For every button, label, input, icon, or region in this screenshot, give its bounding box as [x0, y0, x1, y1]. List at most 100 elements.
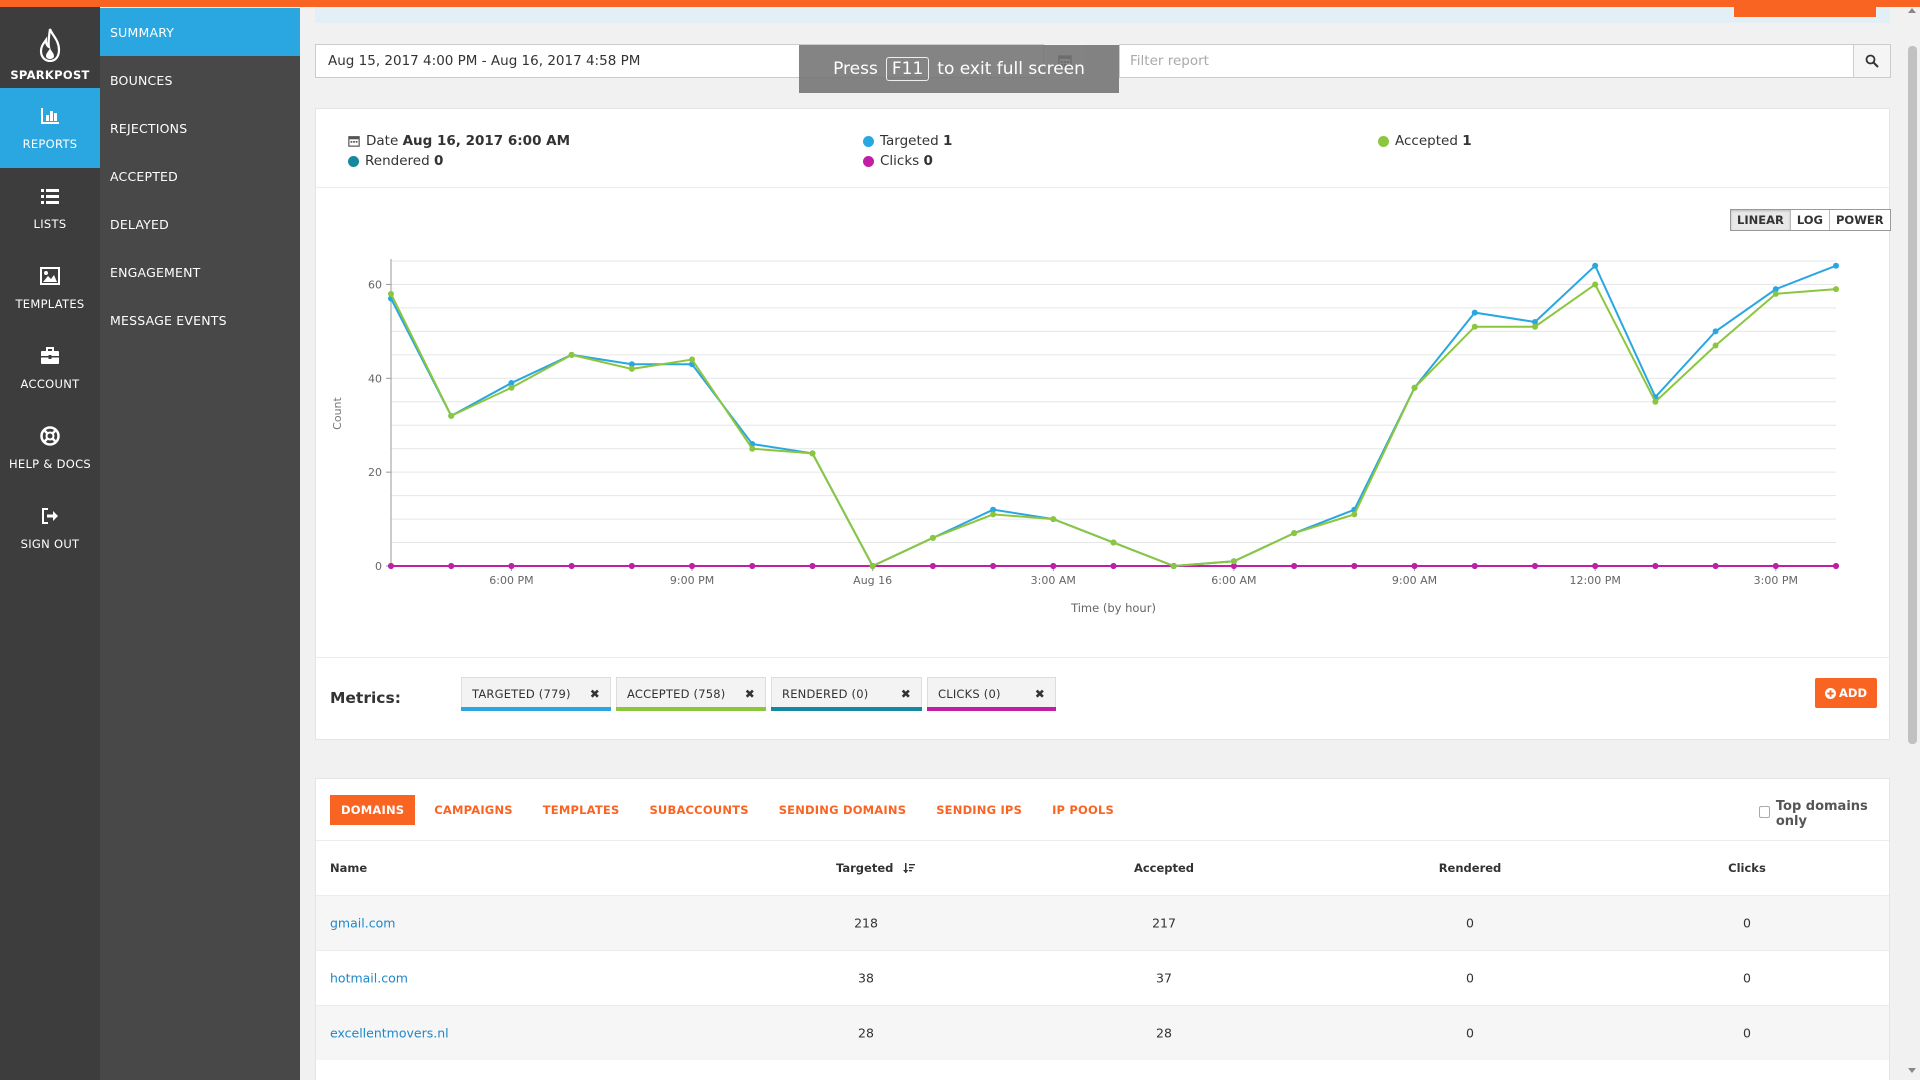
subnav-item-bounces[interactable]: BOUNCES [110, 72, 173, 88]
x-tick-label: 12:00 PM [1570, 574, 1621, 587]
data-point-accepted [1411, 384, 1418, 391]
data-point-targeted [1712, 328, 1719, 335]
remove-metric-icon[interactable]: ✖ [1034, 687, 1045, 701]
data-point-accepted [1170, 563, 1177, 569]
y-tick-label: 0 [375, 560, 382, 573]
data-point-accepted [388, 290, 394, 297]
column-header-rendered[interactable]: Rendered [1438, 861, 1502, 875]
nav-item-lists[interactable]: LISTS [0, 168, 100, 248]
remove-metric-icon[interactable]: ✖ [744, 687, 755, 701]
scale-linear-button[interactable]: LINEAR [1731, 210, 1791, 230]
domain-link[interactable]: excellentmovers.nl [330, 1025, 449, 1041]
tooltip-col-2: Targeted 1 Clicks 0 [863, 131, 952, 171]
page-scrollbar[interactable] [1904, 0, 1920, 1080]
data-point-clicks [1652, 563, 1659, 569]
data-point-accepted [508, 384, 515, 391]
nav-item-help[interactable]: HELP & DOCS [0, 408, 100, 488]
top-domains-checkbox[interactable] [1759, 806, 1770, 818]
scroll-up-arrow-icon[interactable] [1908, 8, 1916, 13]
tooltip-col-3: Accepted 1 [1378, 131, 1472, 151]
divider [316, 187, 1889, 188]
data-point-targeted [628, 361, 635, 368]
domain-link[interactable]: gmail.com [330, 915, 396, 931]
tooltip-col-1: Date Aug 16, 2017 6:00 AM Rendered 0 [348, 131, 570, 171]
filter-report-input[interactable] [1119, 44, 1855, 78]
data-point-clicks [990, 563, 997, 569]
tab-ip-pools[interactable]: IP POOLS [1052, 803, 1114, 817]
add-metric-button[interactable]: ADD [1815, 678, 1877, 708]
data-point-clicks [1471, 563, 1478, 569]
metric-tag-targeted[interactable]: TARGETED (779) ✖ [461, 677, 611, 711]
toast-text-after: to exit full screen [937, 59, 1085, 79]
x-tick-label: 6:00 PM [489, 574, 533, 587]
notice-action-button[interactable] [1734, 7, 1876, 17]
scale-log-button[interactable]: LOG [1790, 210, 1830, 230]
nav-item-label: LISTS [33, 217, 67, 231]
metric-color-bar [927, 707, 1056, 711]
scroll-down-arrow-icon[interactable] [1908, 1068, 1916, 1073]
metric-tag-accepted[interactable]: ACCEPTED (758) ✖ [616, 677, 766, 711]
nav-item-sign-out[interactable]: SIGN OUT [0, 488, 100, 568]
x-tick-label: Aug 16 [853, 574, 892, 587]
scale-power-button[interactable]: POWER [1829, 210, 1890, 230]
x-tick-label: 9:00 AM [1392, 574, 1437, 587]
targeted-dot [863, 135, 874, 147]
data-point-targeted [1772, 286, 1779, 293]
search-button[interactable] [1853, 44, 1891, 78]
data-point-targeted [508, 380, 515, 386]
cell-rendered: 0 [1466, 915, 1474, 931]
data-point-targeted [990, 506, 997, 513]
sparkpost-logo[interactable]: SPARKPOST [0, 0, 100, 88]
table-row: hotmail.com 38 37 0 0 [316, 950, 1889, 1005]
table-row: excellentmovers.nl 28 28 0 0 [316, 1005, 1889, 1060]
tooltip-rendered-label: Rendered [365, 153, 430, 169]
tooltip-date-value: Aug 16, 2017 6:00 AM [402, 133, 571, 149]
column-header-targeted[interactable]: Targeted [836, 861, 916, 875]
column-header-name[interactable]: Name [330, 861, 368, 875]
cell-clicks: 0 [1743, 915, 1751, 931]
remove-metric-icon[interactable]: ✖ [900, 687, 911, 701]
column-header-clicks[interactable]: Clicks [1728, 861, 1766, 875]
tab-domains[interactable]: DOMAINS [330, 795, 416, 825]
notice-strip [315, 7, 1890, 23]
reports-subnav: SUMMARY BOUNCES REJECTIONS ACCEPTED DELA… [100, 8, 300, 1080]
subnav-item-message-events[interactable]: MESSAGE EVENTS [110, 312, 227, 328]
remove-metric-icon[interactable]: ✖ [589, 687, 600, 701]
data-point-clicks [1050, 563, 1057, 569]
tab-subaccounts[interactable]: SUBACCOUNTS [649, 803, 749, 817]
tab-sending-ips[interactable]: SENDING IPS [936, 803, 1023, 817]
tab-campaigns[interactable]: CAMPAIGNS [434, 803, 513, 817]
metric-tag-label: CLICKS (0) [938, 687, 1001, 701]
top-domains-toggle[interactable]: Top domains only [1759, 799, 1889, 829]
data-point-clicks [508, 563, 515, 569]
tooltip-clicks-value: 0 [923, 153, 933, 169]
metric-tag-rendered[interactable]: RENDERED (0) ✖ [771, 677, 922, 711]
nav-item-account[interactable]: ACCOUNT [0, 328, 100, 408]
scroll-thumb[interactable] [1908, 46, 1917, 744]
metric-tag-clicks[interactable]: CLICKS (0) ✖ [927, 677, 1056, 711]
column-header-accepted[interactable]: Accepted [1133, 861, 1195, 875]
subnav-item-rejections[interactable]: REJECTIONS [110, 120, 188, 136]
fullscreen-toast: Press F11 to exit full screen [799, 45, 1119, 93]
calendar-icon [348, 136, 360, 147]
domain-link[interactable]: hotmail.com [330, 970, 408, 986]
data-point-accepted [1230, 558, 1237, 565]
nav-item-templates[interactable]: TEMPLATES [0, 248, 100, 328]
subnav-item-accepted[interactable]: ACCEPTED [110, 168, 178, 184]
tab-sending-domains[interactable]: SENDING DOMAINS [778, 803, 907, 817]
subnav-item-summary[interactable]: SUMMARY [100, 8, 300, 56]
add-metric-label: ADD [1839, 686, 1867, 700]
data-point-clicks [1110, 563, 1117, 569]
main-content: Aug 15, 2017 4:00 PM - Aug 16, 2017 4:58… [300, 0, 1900, 1080]
data-point-accepted [1833, 286, 1839, 293]
data-point-clicks [568, 563, 575, 569]
tab-templates[interactable]: TEMPLATES [542, 803, 620, 817]
subnav-item-delayed[interactable]: DELAYED [110, 216, 169, 232]
nav-item-label: SIGN OUT [20, 537, 80, 551]
nav-item-reports[interactable]: REPORTS [0, 88, 100, 168]
chart-series [388, 262, 1839, 569]
tooltip-clicks-label: Clicks [880, 153, 920, 169]
subnav-item-engagement[interactable]: ENGAGEMENT [110, 264, 201, 280]
briefcase-icon [41, 347, 59, 364]
data-point-accepted [1652, 398, 1659, 405]
